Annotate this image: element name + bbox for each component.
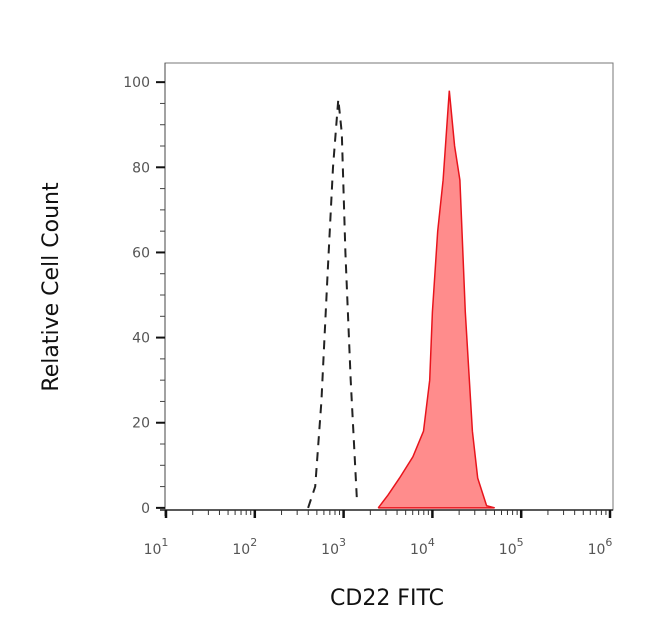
x-tick-label: 101 (144, 536, 169, 558)
x-tick-label: 106 (588, 536, 613, 558)
y-tick-label: 80 (132, 160, 150, 176)
y-tick-label: 20 (132, 416, 150, 432)
y-tick-label: 0 (141, 501, 150, 517)
x-tick-label: 103 (321, 536, 346, 558)
axis-layer: 101 102 103 104 105 106 0 20 40 60 80 100 (123, 63, 613, 558)
x-tick-label: 105 (499, 536, 524, 558)
x-tick-label: 102 (232, 536, 257, 558)
series-1-filled-area (377, 90, 496, 509)
plot-frame (164, 62, 614, 511)
series-0-dashed-line (307, 99, 358, 509)
series-layer (307, 90, 496, 509)
x-tick-label: 104 (410, 536, 435, 558)
y-tick-label: 100 (123, 75, 150, 91)
y-tick-label: 60 (132, 245, 150, 261)
x-axis-title: CD22 FITC (330, 586, 444, 611)
y-axis-title: Relative Cell Count (39, 182, 64, 392)
y-tick-label: 40 (132, 331, 150, 347)
